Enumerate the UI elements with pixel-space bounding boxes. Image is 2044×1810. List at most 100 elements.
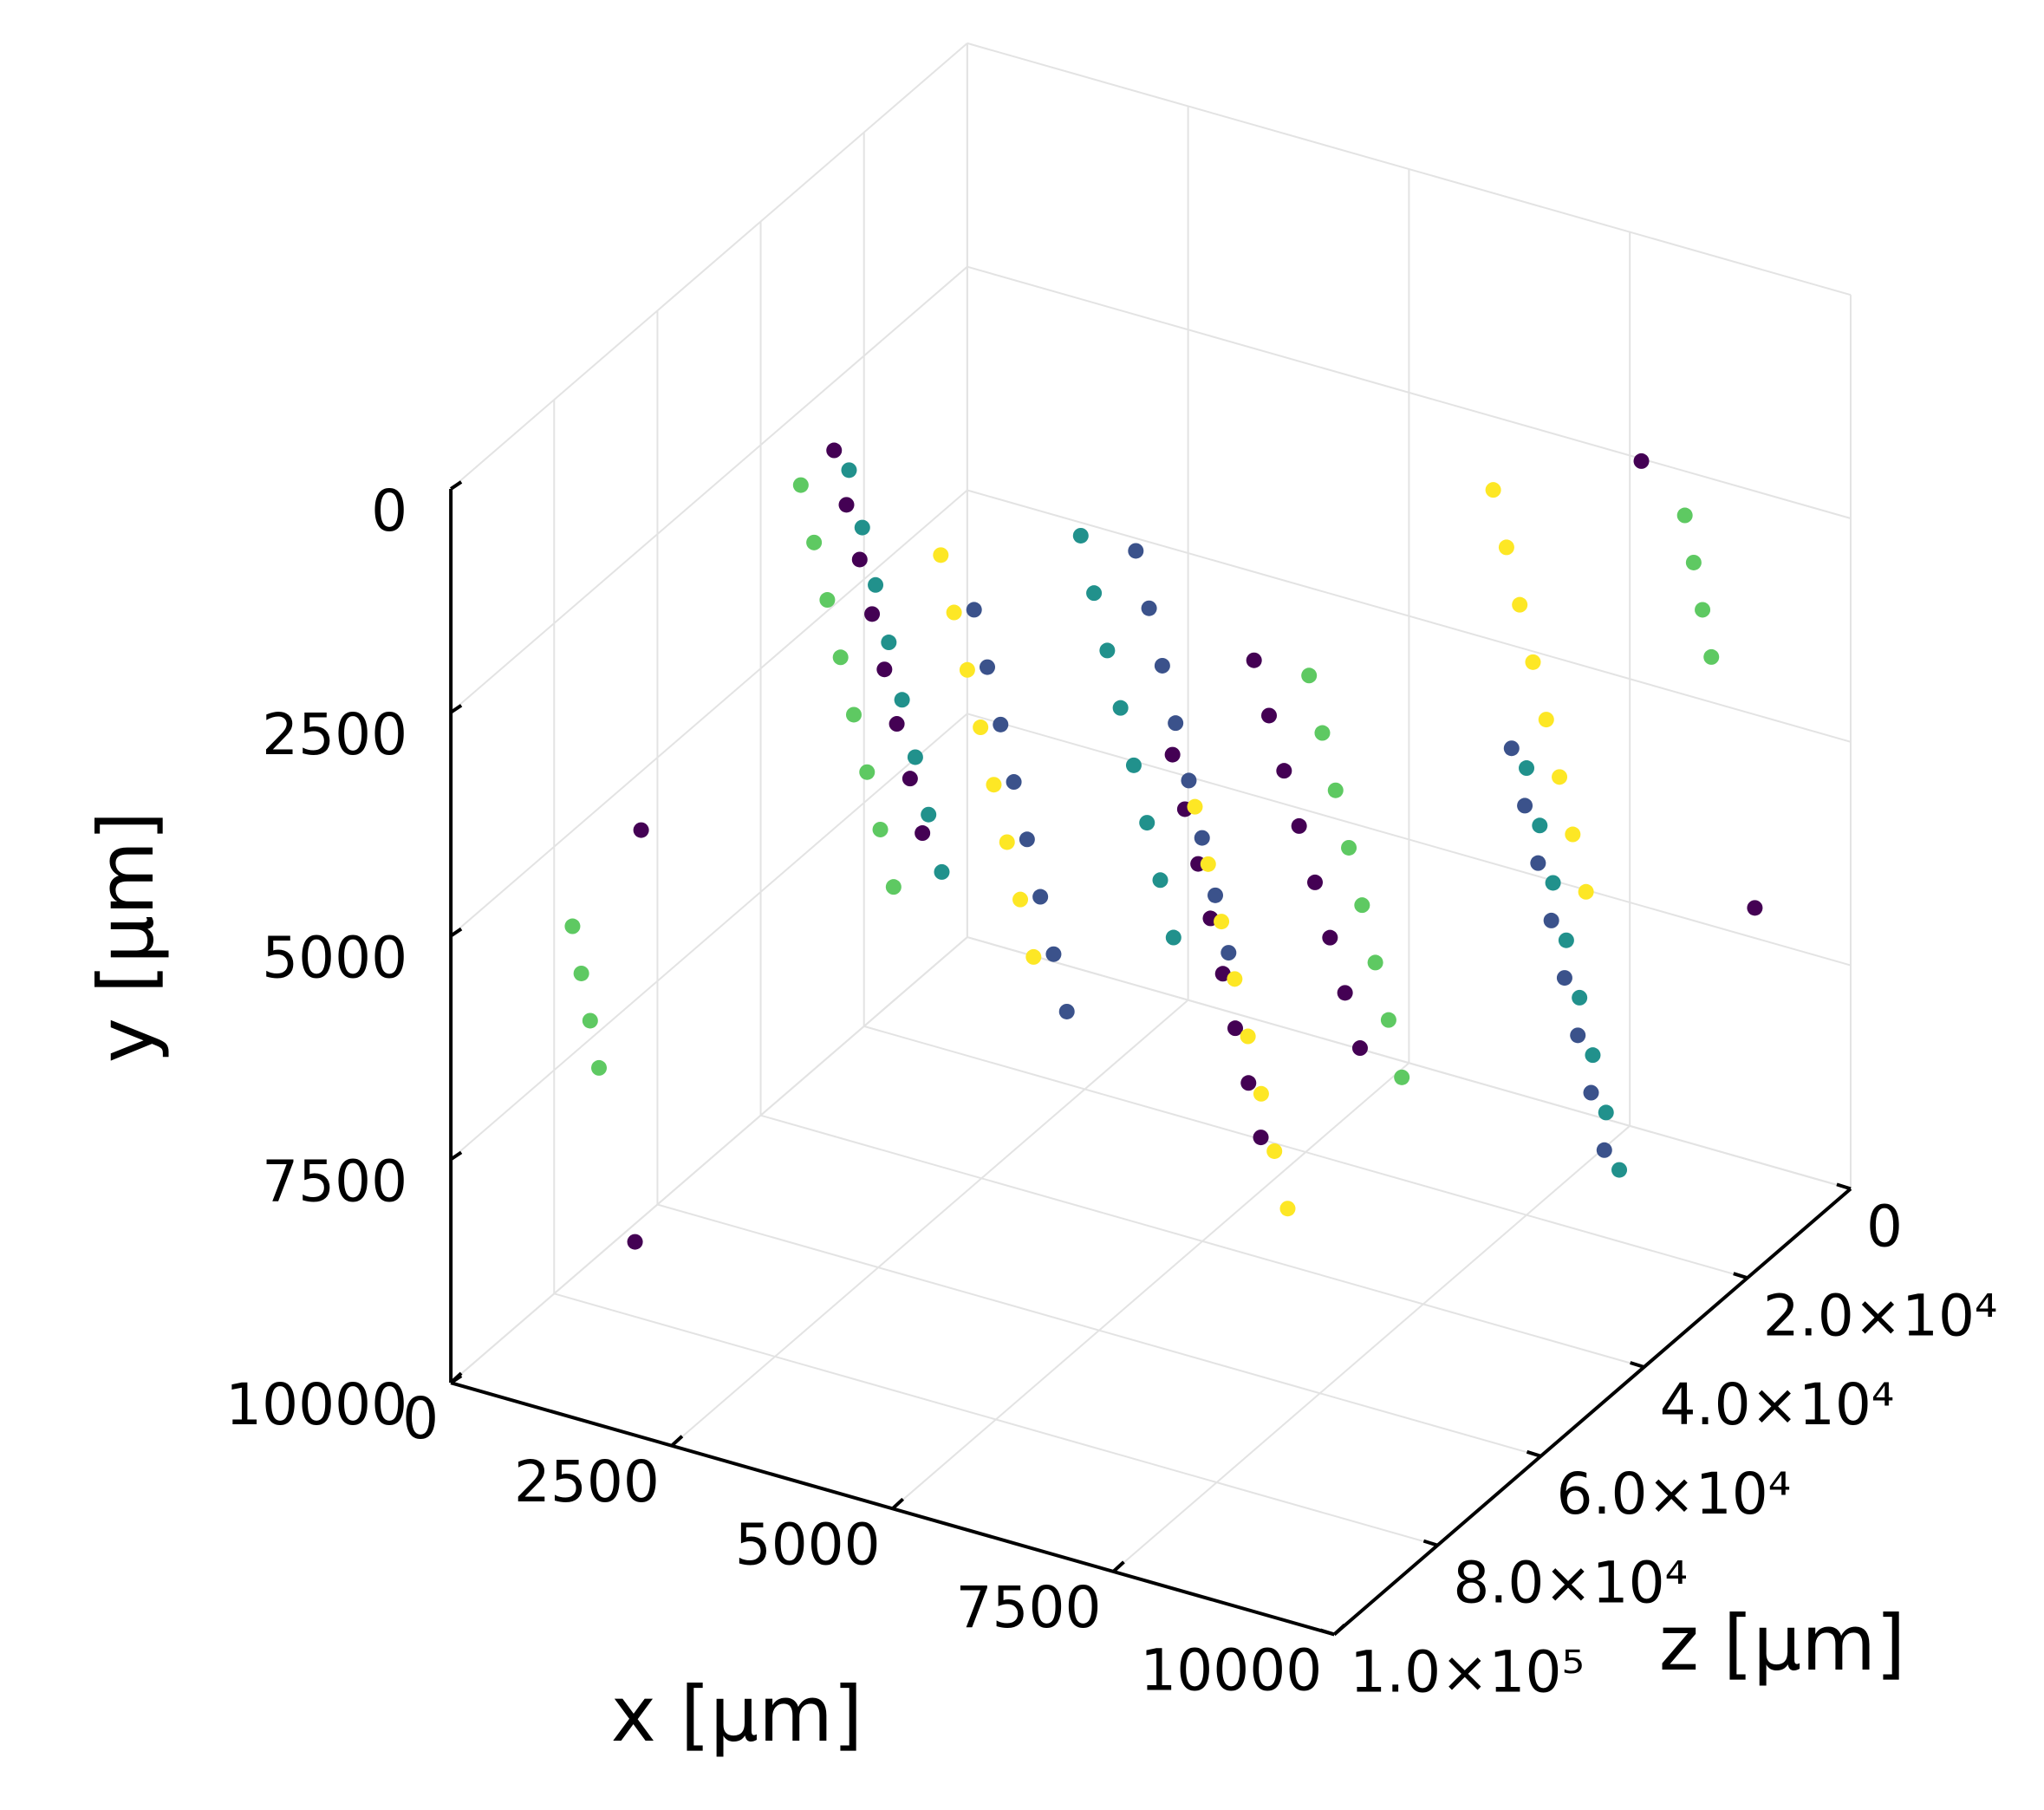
- point: [1570, 1027, 1586, 1044]
- point: [838, 497, 855, 513]
- x-tick: [1332, 1623, 1346, 1636]
- point: [1045, 946, 1062, 962]
- point: [993, 716, 1009, 732]
- point: [851, 551, 868, 568]
- point: [1141, 600, 1157, 616]
- grid-line: [967, 936, 1852, 1190]
- x-tick-label: 10000: [1140, 1637, 1322, 1704]
- point: [1112, 700, 1129, 716]
- point: [907, 749, 923, 765]
- point: [1086, 585, 1103, 602]
- grid-line: [450, 489, 968, 937]
- point: [792, 477, 809, 493]
- point: [934, 863, 950, 880]
- point: [633, 822, 649, 838]
- point: [1572, 989, 1588, 1006]
- point: [1194, 830, 1210, 846]
- point: [894, 692, 910, 708]
- z-tick-label: 8.0×10⁴: [1453, 1550, 1688, 1617]
- z-tick: [1630, 1361, 1645, 1369]
- point: [1301, 667, 1318, 684]
- grid-line: [450, 713, 968, 1161]
- point: [1596, 1142, 1612, 1158]
- points: [564, 442, 1763, 1250]
- point: [826, 442, 843, 459]
- point: [959, 661, 975, 678]
- point: [915, 825, 931, 842]
- grid-line: [863, 1025, 1748, 1279]
- z-tick: [1836, 1182, 1852, 1191]
- point: [1512, 596, 1528, 613]
- z-tick: [1733, 1272, 1748, 1280]
- point: [902, 771, 918, 787]
- point: [1337, 985, 1353, 1001]
- y-axis-label: y [μm]: [81, 811, 171, 1063]
- grid-line: [553, 1292, 1438, 1546]
- axes: 02500500075001000002500500075001000002.0…: [225, 478, 1997, 1705]
- point: [1099, 642, 1116, 659]
- x-tick-label: 2500: [514, 1449, 660, 1515]
- point: [1519, 760, 1535, 777]
- point: [1598, 1104, 1614, 1121]
- point: [980, 659, 996, 675]
- x-tick: [449, 1371, 463, 1384]
- y-tick: [450, 704, 463, 714]
- point: [889, 716, 905, 732]
- point: [986, 777, 1002, 793]
- point: [966, 602, 982, 618]
- point: [1058, 1003, 1075, 1019]
- point: [1341, 839, 1357, 856]
- point: [1327, 782, 1344, 798]
- z-tick-label: 0: [1866, 1193, 1903, 1260]
- point: [1152, 872, 1168, 889]
- grid-line: [657, 1203, 1541, 1457]
- point: [854, 519, 870, 536]
- point: [1266, 1143, 1283, 1159]
- point: [1214, 914, 1230, 930]
- point: [1128, 543, 1144, 559]
- point: [1703, 648, 1720, 665]
- point: [1279, 1201, 1296, 1217]
- point: [1072, 527, 1089, 544]
- x-tick: [891, 1497, 905, 1510]
- point: [1498, 539, 1514, 556]
- z-tick-label: 2.0×10⁴: [1763, 1282, 1998, 1349]
- x-tick-label: 5000: [735, 1511, 881, 1578]
- point: [1558, 932, 1574, 948]
- point: [921, 806, 937, 823]
- point: [1314, 725, 1331, 741]
- point: [1485, 482, 1501, 498]
- point: [1380, 1012, 1396, 1028]
- point: [1538, 712, 1554, 728]
- point: [1168, 715, 1184, 732]
- grid-line: [450, 42, 968, 490]
- point: [1032, 889, 1049, 905]
- point: [1187, 798, 1203, 815]
- y-tick: [450, 1150, 463, 1162]
- x-axis-label: x [μm]: [611, 1670, 863, 1759]
- point: [1253, 1130, 1269, 1146]
- point: [1695, 602, 1711, 618]
- point: [1583, 1084, 1599, 1101]
- point: [564, 918, 581, 934]
- y-tick-label: 2500: [262, 701, 407, 768]
- point: [1517, 798, 1533, 814]
- point: [1253, 1085, 1269, 1102]
- grid-line: [450, 265, 968, 713]
- point: [1019, 831, 1035, 848]
- z-tick-label: 6.0×10⁴: [1557, 1461, 1792, 1527]
- point: [933, 547, 949, 563]
- point: [1351, 1040, 1368, 1057]
- point: [1306, 874, 1323, 890]
- grid-line: [760, 1114, 1644, 1368]
- point: [859, 764, 876, 780]
- point: [1200, 856, 1216, 872]
- point: [868, 576, 884, 593]
- point: [1394, 1069, 1410, 1085]
- point: [885, 879, 902, 895]
- point: [1291, 817, 1307, 834]
- grid-line: [967, 489, 1852, 743]
- point: [1633, 452, 1650, 469]
